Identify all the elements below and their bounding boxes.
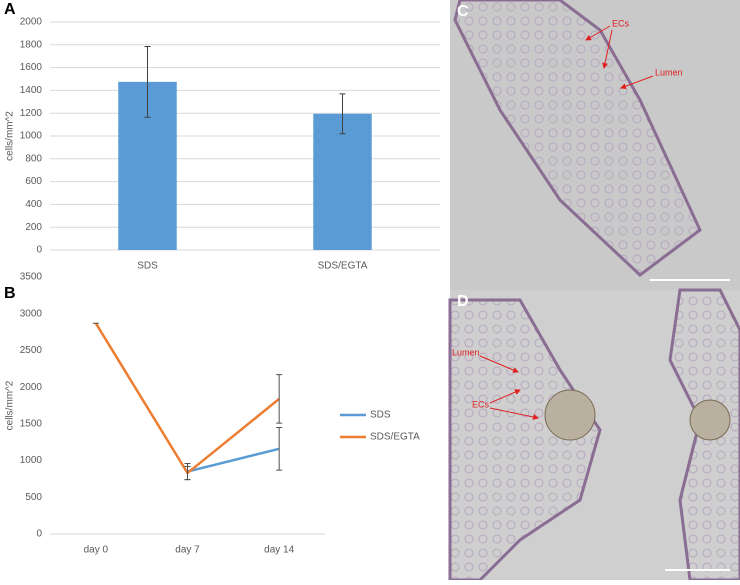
error-bar: [144, 46, 151, 118]
y-tick-label: 1200: [20, 108, 43, 119]
y-tick-label: 0: [36, 245, 42, 256]
annotation: ECs: [612, 18, 630, 28]
y-axis-label: cells/mm^2: [5, 380, 16, 430]
bar: [313, 113, 372, 251]
y-tick-label: 1000: [20, 131, 43, 142]
line: [187, 447, 280, 473]
annotation: Lumen: [655, 67, 683, 77]
tissue: [453, 0, 702, 277]
error-bar: [339, 93, 346, 135]
error-bar: [184, 465, 191, 481]
error-bar: [276, 374, 283, 424]
y-tick-label: 1000: [20, 455, 43, 466]
panel-label: B: [4, 285, 16, 302]
y-tick-label: 2500: [20, 345, 43, 356]
arrow: [602, 29, 613, 69]
x-tick-label: day 7: [175, 545, 200, 556]
arrow: [479, 355, 519, 373]
y-tick-label: 800: [25, 153, 42, 164]
x-tick-label: day 0: [84, 545, 109, 556]
panel-label: C: [457, 3, 469, 20]
y-axis-label: cells/mm^2: [5, 111, 16, 161]
y-tick-label: 1400: [20, 85, 43, 96]
annotation: Lumen: [452, 347, 480, 357]
panel-label: A: [4, 1, 16, 18]
y-tick-label: 200: [25, 222, 42, 233]
y-tick-label: 3000: [20, 308, 43, 319]
y-tick-label: 1500: [20, 418, 43, 429]
legend-label: SDS: [370, 410, 391, 421]
y-tick-label: 0: [36, 529, 42, 540]
x-tick-label: SDS/EGTA: [318, 261, 368, 272]
arrow: [620, 75, 654, 90]
legend-label: SDS/EGTA: [370, 432, 420, 443]
arrow: [489, 389, 521, 404]
vessel: [544, 389, 596, 441]
y-tick-label: 600: [25, 176, 42, 187]
y-tick-label: 2000: [20, 382, 43, 393]
y-tick-label: 2000: [20, 17, 43, 28]
arrow: [585, 25, 611, 41]
y-tick-label: 400: [25, 199, 42, 210]
y-tick-label: 1600: [20, 62, 43, 73]
line: [94, 322, 280, 475]
y-tick-label: 500: [25, 492, 42, 503]
x-tick-label: day 14: [264, 545, 294, 556]
y-tick-label: 1800: [20, 39, 43, 50]
x-tick-label: SDS: [137, 261, 158, 272]
error-bar: [276, 427, 283, 471]
panel-label: D: [457, 293, 469, 310]
y-tick-label: 3500: [20, 272, 43, 283]
arrow: [489, 407, 539, 420]
vessel: [689, 399, 731, 441]
annotation: ECs: [472, 399, 490, 409]
